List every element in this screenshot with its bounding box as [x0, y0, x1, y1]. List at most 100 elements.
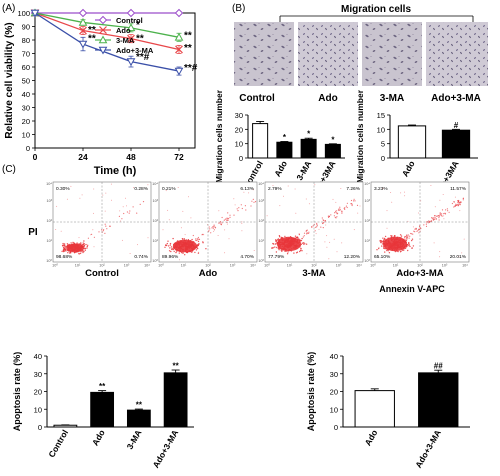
data-point	[174, 67, 184, 76]
data-point	[174, 8, 184, 18]
y-tick-label: 0	[38, 423, 42, 432]
series-line	[34, 12, 180, 72]
quadrant-ll: 65.10%	[374, 254, 391, 260]
y-tick-label: 10	[377, 125, 385, 134]
panel-label-b: (B)	[232, 3, 245, 14]
y-tick-label: 30	[22, 104, 30, 113]
significance-label: *	[136, 20, 140, 31]
y-tick-label: 15	[377, 111, 385, 120]
quadrant-ul: 0.21%	[162, 186, 176, 192]
y-tick-label: 5	[381, 140, 385, 149]
quadrant-ll: 77.79%	[268, 254, 285, 260]
category-label: Ado+3-MA	[151, 428, 181, 470]
quadrant-ll: 89.96%	[162, 254, 179, 260]
y-tick-label: 20	[22, 117, 30, 126]
y-axis-title: Migration cells number	[355, 89, 365, 183]
micrograph-control	[234, 22, 294, 86]
flow-x-tick-label: 10²	[417, 264, 423, 268]
flow-x-tick-label: 10⁰	[264, 264, 270, 268]
y-tick-label: 70	[22, 50, 30, 59]
significance-label: **	[136, 401, 143, 410]
flow-y-axis-label: PI	[28, 227, 38, 238]
y-tick-label: 10	[235, 140, 243, 149]
flow-x-tick-label: 10¹	[181, 264, 187, 268]
data-point	[99, 26, 107, 34]
significance-label: **#	[136, 52, 150, 63]
significance-label: **	[136, 33, 144, 44]
series-control	[30, 8, 184, 18]
flow-y-tick-label: 10³	[365, 199, 371, 203]
y-tick-label: 0	[381, 154, 385, 163]
flow-x-tick-label: 10⁴	[144, 264, 150, 268]
data-point	[98, 15, 108, 25]
category-label: Ado	[400, 159, 417, 178]
flow-y-tick-label: 10³	[259, 199, 265, 203]
flow-x-tick-label: 10¹	[287, 264, 293, 268]
flow-x-tick-label: 10⁴	[356, 264, 362, 268]
apoptosis-bar-chart-left: 0 10 20 30 40 Apoptosis rate (%) Control ** Ado *…	[12, 352, 194, 470]
migration-header: Migration cells	[279, 4, 474, 22]
flow-x-tick-label: 10⁴	[462, 264, 468, 268]
data-point	[30, 9, 40, 18]
y-tick-label: 90	[22, 23, 30, 32]
line-plot-frame	[34, 12, 196, 149]
y-tick-label: 80	[22, 36, 30, 45]
y-tick-label: 30	[330, 370, 338, 379]
y-axis-title: Migration cells number	[214, 89, 224, 183]
category-label: Ado	[90, 428, 107, 447]
flow-x-tick-label: 10²	[311, 264, 317, 268]
bar	[354, 390, 395, 428]
flow-dots	[376, 185, 465, 258]
legend-label: Ado+3-MA	[116, 46, 154, 55]
flow-group-label: Ado	[199, 268, 218, 279]
flow-group-label: Control	[85, 268, 119, 279]
apoptosis-bar-chart-right: 0 10 20 30 40 Apoptosis rate (%) Ado ## Ado+3-MA	[306, 352, 470, 470]
y-axis-title: Relative cell viability (%)	[4, 22, 15, 138]
flow-x-tick-label: 10³	[442, 264, 448, 268]
y-tick-label: 0	[239, 154, 243, 163]
flow-y-tick-label: 10²	[365, 219, 371, 223]
y-tick-label: 30	[235, 111, 243, 120]
flow-group-label: Ado+3-MA	[396, 268, 443, 279]
flow-x-tick-label: 10²	[99, 264, 105, 268]
data-point	[98, 35, 108, 44]
viability-line-chart: 0 10 20 30 40 50 60 70 80 90 100 0 24 48 72 Time (h) Rel…	[4, 8, 198, 177]
category-label: Ado	[363, 428, 380, 447]
x-tick-label: 0	[33, 152, 38, 162]
flow-y-tick-label: 10⁴	[258, 182, 264, 186]
significance-label: *	[331, 135, 335, 144]
legend-label: 3-MA	[116, 36, 135, 45]
quadrant-ul: 3.23%	[374, 186, 388, 192]
y-tick-label: 0	[26, 144, 30, 153]
bar	[397, 125, 427, 159]
bar	[300, 138, 317, 159]
flow-y-tick-label: 10⁰	[364, 259, 370, 263]
significance-label: *	[283, 133, 287, 142]
quadrant-ll: 98.68%	[56, 254, 73, 260]
legend-label: Control	[116, 16, 143, 25]
y-tick-label: 30	[34, 370, 42, 379]
bar	[276, 141, 293, 159]
bar	[441, 129, 471, 159]
flow-y-tick-label: 10²	[259, 219, 265, 223]
flow-x-tick-label: 10⁰	[370, 264, 376, 268]
flow-x-axis-label: Annexin V-APC	[379, 284, 445, 294]
micrographs: Control Ado 3-MA Ado+3-MA	[234, 22, 488, 104]
y-tick-label: 40	[22, 90, 30, 99]
flow-y-tick-label: 10⁰	[152, 259, 158, 263]
significance-label: **	[88, 25, 96, 36]
y-tick-label: 40	[34, 352, 42, 361]
micrograph-3ma	[362, 22, 422, 86]
data-point	[174, 32, 184, 41]
x-tick-label: 24	[78, 152, 88, 162]
quadrant-ur: 11.57%	[450, 186, 467, 192]
flow-cytometry-panels: 0.30% 0.28%98.68% 0.74%10⁰10⁰10¹10¹10²10²1…	[46, 181, 470, 279]
y-tick-label: 10	[330, 405, 338, 414]
series-ado	[31, 9, 183, 54]
flow-dots	[162, 187, 257, 261]
flow-x-tick-label: 10⁰	[52, 264, 58, 268]
bar	[324, 143, 341, 159]
